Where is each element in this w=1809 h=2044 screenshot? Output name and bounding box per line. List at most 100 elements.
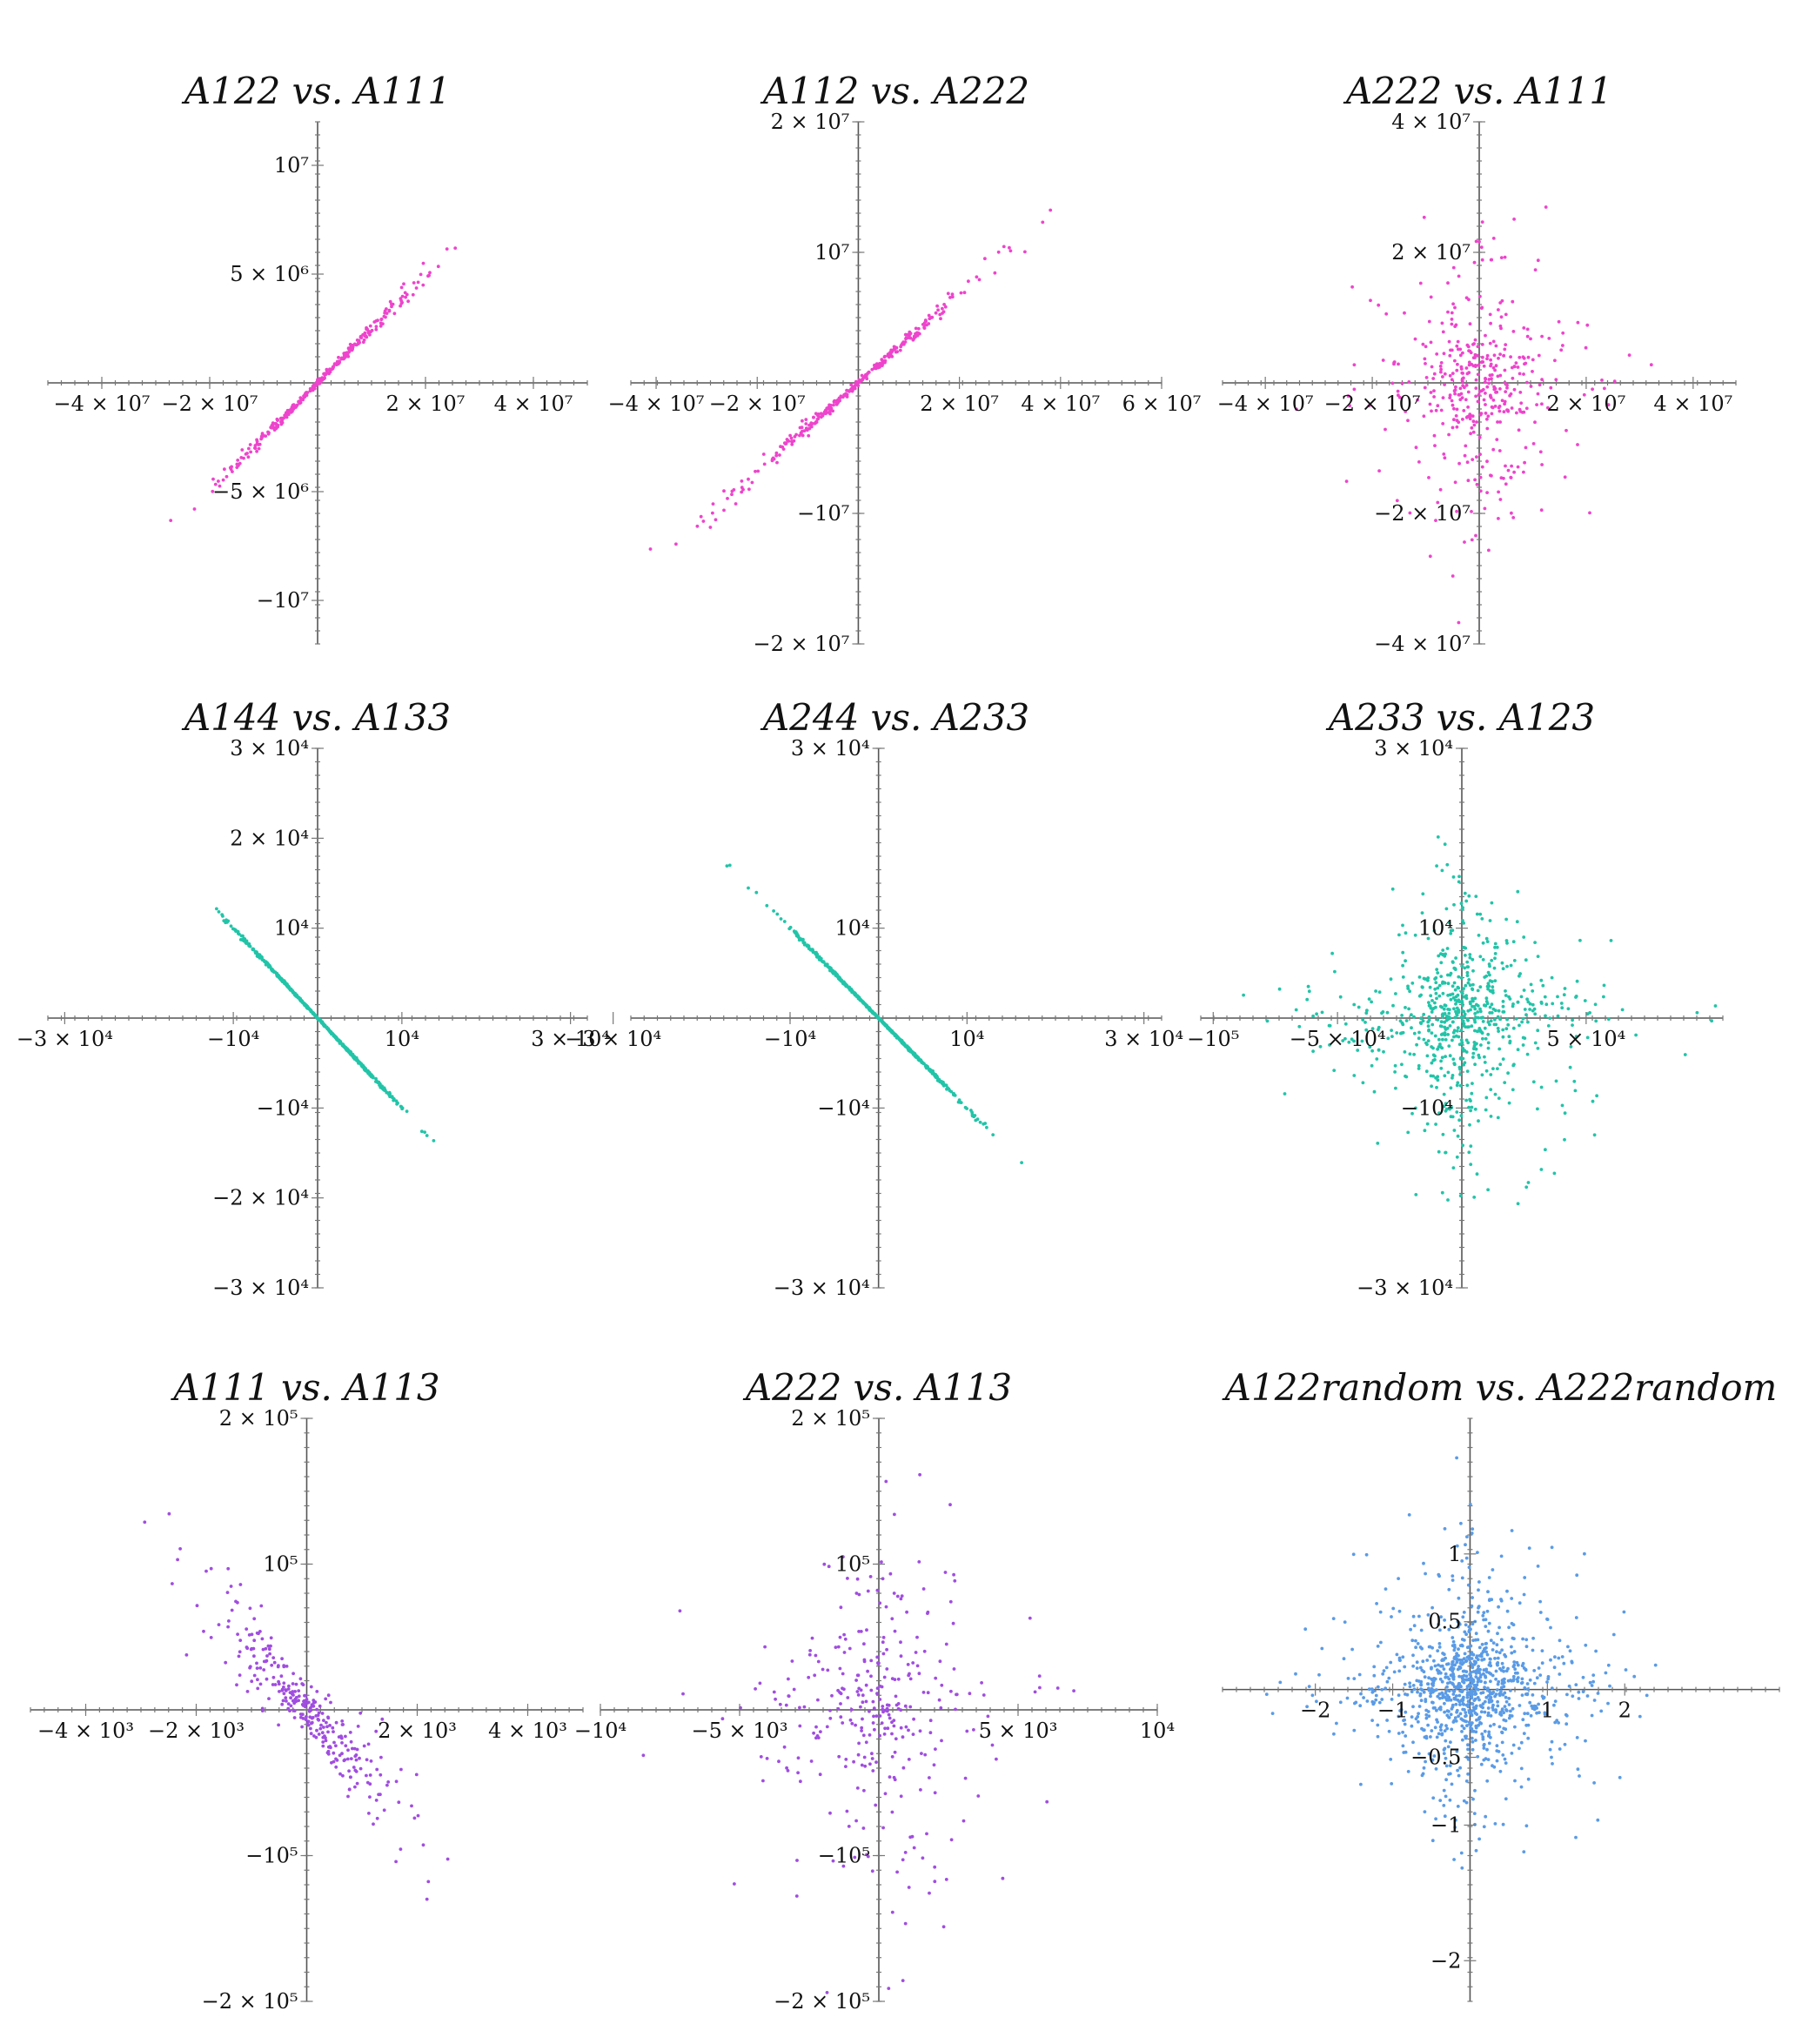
data-point: [1477, 435, 1482, 439]
data-point: [854, 1819, 858, 1823]
data-point: [899, 1794, 903, 1799]
data-point: [1490, 1002, 1494, 1007]
x-tick-label: −5 × 10³: [692, 1719, 788, 1743]
data-point: [1491, 447, 1496, 452]
data-point: [1055, 1686, 1060, 1690]
data-point: [1484, 1642, 1488, 1645]
data-point: [1368, 1045, 1372, 1049]
data-point: [856, 1693, 861, 1697]
data-point: [921, 1587, 926, 1591]
data-point: [821, 1667, 825, 1672]
data-point: [1465, 970, 1470, 975]
data-point: [280, 1702, 285, 1706]
data-point: [244, 941, 248, 945]
data-point: [1446, 1198, 1450, 1202]
data-point: [885, 1647, 888, 1652]
data-point: [1493, 945, 1497, 949]
data-point: [1471, 968, 1475, 973]
data-point: [1443, 456, 1447, 460]
data-point: [886, 1726, 890, 1731]
data-point: [907, 1758, 911, 1761]
data-point: [925, 1832, 928, 1836]
data-point: [1481, 1613, 1485, 1618]
data-point: [374, 1076, 378, 1081]
data-point: [326, 1752, 331, 1756]
data-point: [226, 919, 231, 923]
data-point: [368, 324, 372, 328]
data-point: [871, 1699, 875, 1704]
data-point: [848, 1718, 853, 1722]
data-point: [1591, 387, 1594, 392]
data-point: [1493, 979, 1497, 982]
data-point: [1419, 1016, 1423, 1021]
data-point: [1489, 1679, 1492, 1684]
data-point: [317, 1711, 321, 1715]
data-point: [1508, 1039, 1512, 1043]
data-point: [946, 292, 950, 296]
data-point: [1417, 1705, 1422, 1708]
data-point: [1427, 1015, 1431, 1019]
data-point: [1422, 215, 1426, 219]
data-point: [1484, 412, 1488, 415]
data-point: [885, 1667, 889, 1671]
data-point: [1472, 1196, 1477, 1199]
data-point: [361, 340, 365, 345]
data-point: [347, 350, 352, 354]
data-point: [1451, 1074, 1455, 1077]
data-point: [262, 1668, 266, 1672]
data-point: [1437, 1149, 1441, 1154]
data-point: [1453, 305, 1457, 310]
data-point: [1447, 1011, 1451, 1015]
data-point: [347, 1787, 352, 1792]
data-point: [1456, 362, 1459, 366]
data-point: [1471, 1051, 1476, 1056]
data-point: [1406, 984, 1410, 988]
data-point: [379, 318, 384, 322]
data-point: [1504, 1027, 1509, 1031]
data-point: [1492, 385, 1496, 389]
x-tick-label: −3 × 10⁴: [565, 1027, 661, 1051]
data-point: [399, 1847, 403, 1851]
data-point: [1448, 353, 1452, 358]
data-point: [1367, 997, 1371, 1001]
data-point: [1522, 372, 1525, 376]
data-point: [1459, 1038, 1464, 1042]
data-point: [1437, 954, 1441, 958]
chart-title: A122 vs. A111: [184, 70, 452, 112]
data-point: [838, 1635, 842, 1639]
data-point: [1456, 1768, 1459, 1773]
data-point: [1433, 1058, 1437, 1062]
data-point: [1480, 1073, 1484, 1077]
data-point: [1520, 1680, 1524, 1685]
data-point: [794, 1894, 799, 1898]
data-point: [912, 1846, 916, 1850]
data-point: [432, 1139, 436, 1143]
data-point: [1457, 461, 1461, 466]
data-point: [1480, 465, 1484, 469]
data-point: [881, 1635, 886, 1639]
data-point: [861, 1717, 864, 1721]
data-point: [1489, 1019, 1493, 1023]
data-point: [1468, 1000, 1472, 1004]
data-point: [1356, 1049, 1360, 1052]
chart-title: A111 vs. A113: [173, 1366, 440, 1409]
data-point: [1495, 1650, 1498, 1654]
data-point: [1460, 1730, 1464, 1733]
data-point: [381, 322, 385, 325]
data-point: [335, 1759, 339, 1762]
data-point: [841, 1672, 845, 1676]
data-point: [1489, 396, 1493, 399]
data-point: [920, 1752, 923, 1755]
data-point: [740, 479, 744, 483]
data-point: [1390, 1782, 1394, 1786]
data-point: [942, 303, 946, 306]
data-point: [1479, 1710, 1484, 1714]
data-point: [248, 1665, 251, 1670]
data-point: [1430, 1758, 1435, 1762]
data-point: [1447, 1689, 1451, 1693]
data-point: [1438, 487, 1443, 492]
data-point: [1473, 356, 1477, 359]
data-point: [1401, 1730, 1404, 1734]
